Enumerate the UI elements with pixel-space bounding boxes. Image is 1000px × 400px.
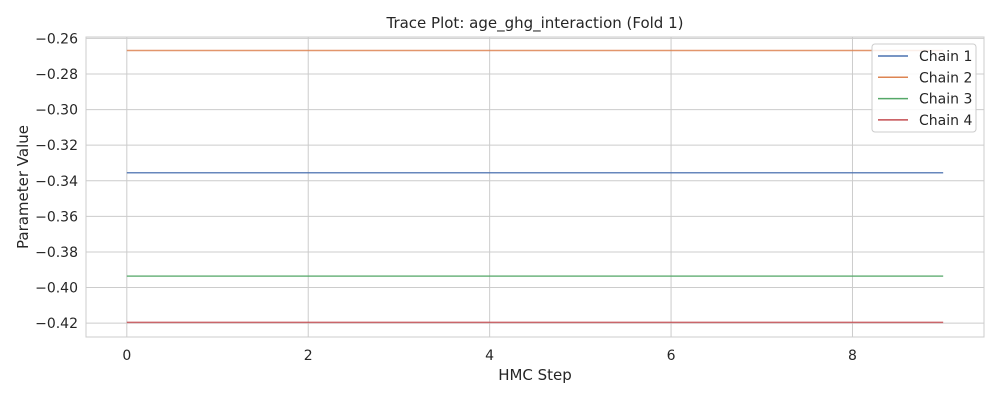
y-tick-label: −0.38: [35, 245, 78, 261]
x-tick-label: 6: [667, 348, 676, 364]
y-tick-label: −0.36: [35, 209, 78, 225]
y-tick-labels: −0.26 −0.28 −0.30 −0.32 −0.34 −0.36 −0.38 −0.40…: [35, 31, 78, 332]
y-tick-label: −0.40: [35, 281, 78, 297]
legend-label: Chain 3: [919, 92, 972, 108]
series-lines: [126, 49, 944, 324]
y-tick-label: −0.26: [35, 31, 78, 47]
y-tick-label: −0.32: [35, 138, 78, 154]
legend-label: Chain 4: [919, 113, 972, 129]
chart-title: Trace Plot: age_ghg_interaction (Fold 1): [385, 14, 683, 33]
y-axis-label: Parameter Value: [14, 125, 32, 249]
x-tick-label: 0: [122, 348, 131, 364]
x-tick-label: 8: [848, 348, 857, 364]
y-tick-label: −0.34: [35, 174, 78, 190]
legend-label: Chain 1: [919, 49, 972, 65]
plot-frame: [85, 36, 985, 338]
y-tick-label: −0.28: [35, 67, 78, 83]
x-tick-labels: 0 2 4 6 8: [122, 348, 857, 364]
legend-box: [871, 43, 977, 133]
y-tick-label: −0.30: [35, 103, 78, 119]
x-tick-label: 2: [304, 348, 313, 364]
x-tick-label: 4: [485, 348, 494, 364]
y-tick-label: −0.42: [35, 316, 78, 332]
legend: Chain 1 Chain 2 Chain 3 Chain 4: [871, 43, 977, 133]
plot-area: [86, 37, 984, 337]
x-axis-label: HMC Step: [498, 366, 572, 384]
legend-label: Chain 2: [919, 70, 972, 86]
